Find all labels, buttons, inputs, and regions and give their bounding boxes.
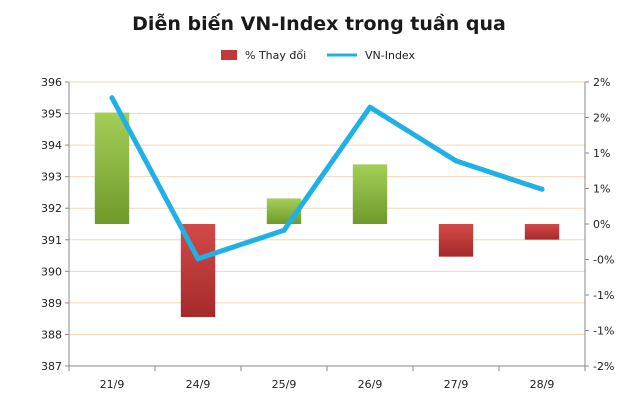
y-left-tick-label: 392 <box>41 202 62 215</box>
x-tick-label: 26/9 <box>358 378 383 391</box>
y-left-tick-label: 395 <box>41 108 62 121</box>
y-right-tick-label: -2% <box>593 360 614 373</box>
y-left-tick-label: 394 <box>41 139 62 152</box>
bar-change <box>94 112 130 224</box>
y-right-tick-label: 2% <box>593 112 610 125</box>
y-left-tick-label: 390 <box>41 265 62 278</box>
chart-title: Diễn biến VN-Index trong tuần qua <box>132 11 506 35</box>
x-tick-label: 21/9 <box>100 378 125 391</box>
point-vnindex <box>281 227 287 233</box>
x-tick-label: 25/9 <box>272 378 297 391</box>
point-vnindex <box>109 95 115 101</box>
y-left-tick-label: 393 <box>41 171 62 184</box>
y-left-tick-label: 391 <box>41 234 62 247</box>
bar-change <box>524 224 560 240</box>
y-right-tick-label: 1% <box>593 183 610 196</box>
y-right-tick-label: 1% <box>593 147 610 160</box>
x-tick-label: 27/9 <box>444 378 469 391</box>
x-tick-label: 24/9 <box>186 378 211 391</box>
x-tick-label: 28/9 <box>530 378 555 391</box>
legend-swatch-bar <box>221 50 237 60</box>
y-left-tick-label: 387 <box>41 360 62 373</box>
bar-change <box>352 164 388 224</box>
y-right-tick-label: -1% <box>593 289 614 302</box>
legend: % Thay đổi VN-Index <box>221 49 415 62</box>
line-vnindex <box>109 95 545 262</box>
plot-area: 387 388 389 390 391 392 393 394 395 396 -2% -1% -1% -… <box>41 76 614 391</box>
y-right-tick-label: -0% <box>593 254 614 267</box>
point-vnindex <box>453 158 459 164</box>
y-right-tick-label: -1% <box>593 325 614 338</box>
point-vnindex <box>195 256 201 262</box>
y-left-tick-label: 388 <box>41 328 62 341</box>
y-right-tick-label: 2% <box>593 76 610 89</box>
legend-label-line: VN-Index <box>365 49 415 62</box>
point-vnindex <box>367 104 373 110</box>
y-right-tick-label: 0% <box>593 218 610 231</box>
y-left-tick-label: 396 <box>41 76 62 89</box>
point-vnindex <box>539 186 545 192</box>
legend-label-bar: % Thay đổi <box>245 49 306 62</box>
y-left-tick-label: 389 <box>41 297 62 310</box>
bar-change <box>438 224 474 257</box>
